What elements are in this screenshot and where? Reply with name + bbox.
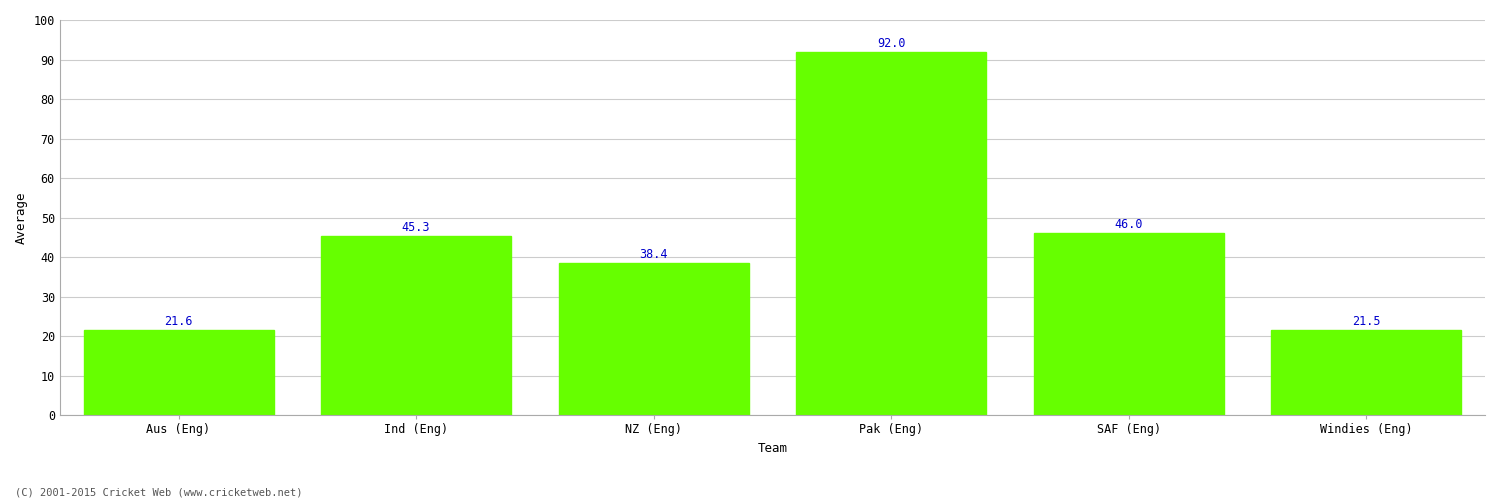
Bar: [321, 236, 512, 415]
Bar: [1270, 330, 1461, 415]
Text: 38.4: 38.4: [639, 248, 668, 262]
X-axis label: Team: Team: [758, 442, 788, 455]
Text: 45.3: 45.3: [402, 221, 430, 234]
Bar: [84, 330, 273, 415]
Text: 92.0: 92.0: [878, 36, 906, 50]
Text: (C) 2001-2015 Cricket Web (www.cricketweb.net): (C) 2001-2015 Cricket Web (www.cricketwe…: [15, 488, 303, 498]
Y-axis label: Average: Average: [15, 192, 28, 244]
Text: 21.6: 21.6: [165, 315, 194, 328]
Bar: [796, 52, 986, 415]
Bar: [1034, 234, 1224, 415]
Text: 46.0: 46.0: [1114, 218, 1143, 232]
Bar: [558, 264, 748, 415]
Text: 21.5: 21.5: [1352, 315, 1380, 328]
